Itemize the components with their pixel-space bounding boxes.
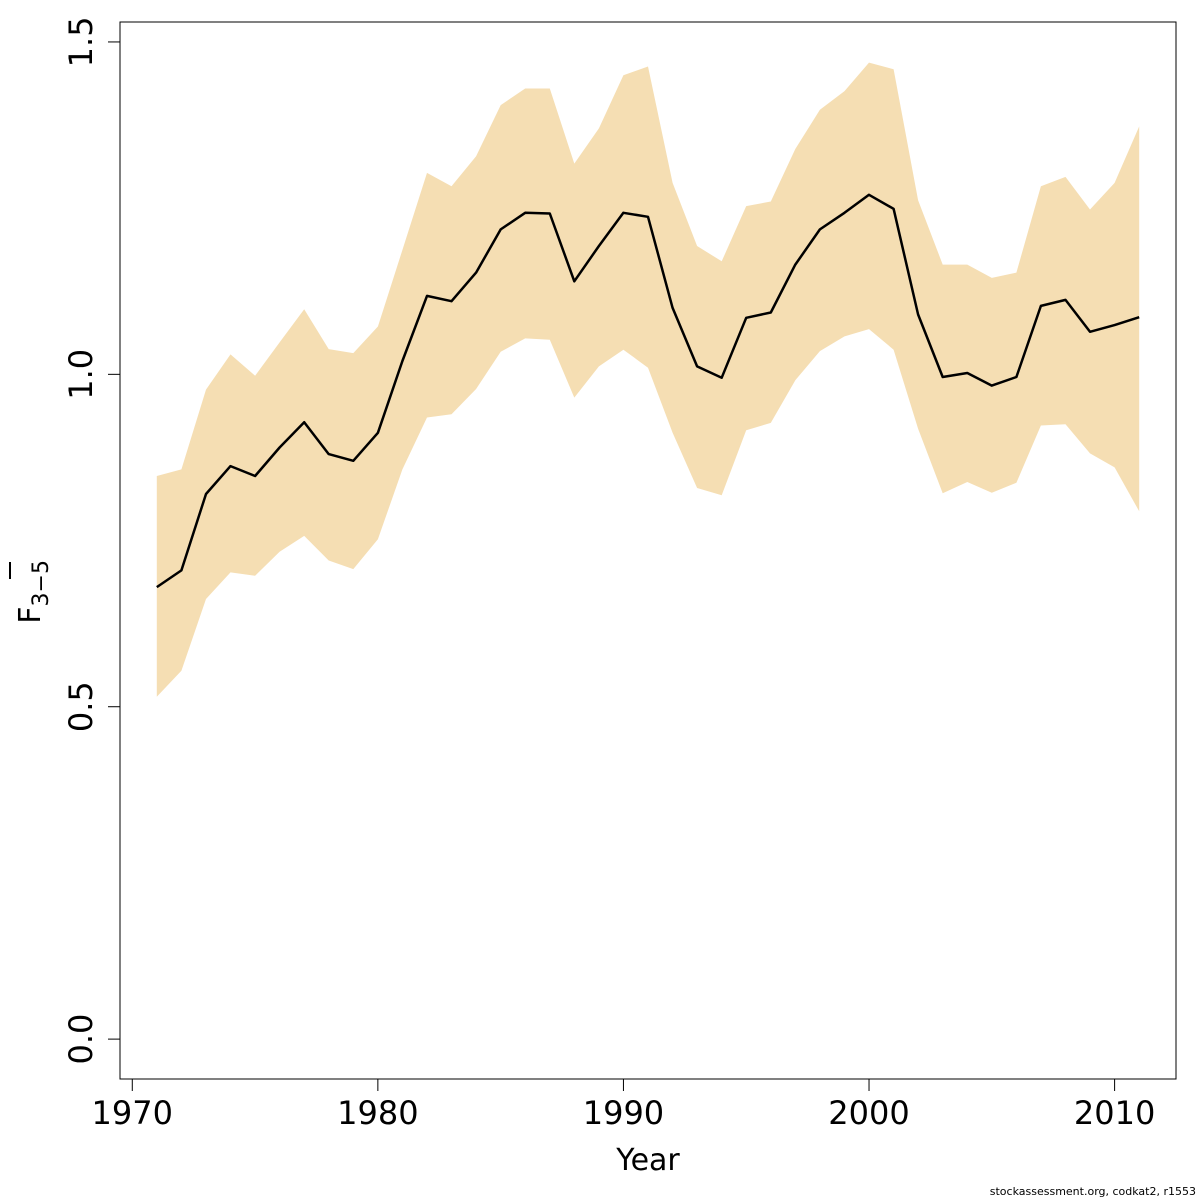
y-axis-title-subscript: 3−5 [29,560,54,606]
y-tick-label: 0.0 [62,1014,100,1065]
source-credit: stockassessment.org, codkat2, r1553 [989,1185,1196,1198]
x-tick-label: 1970 [92,1094,173,1132]
x-tick-label: 1990 [583,1094,664,1132]
x-tick-label: 2010 [1074,1094,1155,1132]
x-axis-title: Year [615,1143,680,1178]
svg-text:F3−5: F3−5 [13,560,54,624]
y-tick-label: 1.0 [62,349,100,400]
confidence-band [156,62,1140,697]
y-axis: 0.0 0.5 1.0 1.5 [62,16,121,1065]
y-axis-title: F3−5 [9,560,54,624]
y-tick-label: 1.5 [62,16,100,67]
confidence-band-area [156,62,1140,697]
y-tick-label: 0.5 [62,681,100,732]
x-axis: 1970 1980 1990 2000 2010 [92,1078,1155,1132]
estimate-line-path [156,193,1140,589]
x-tick-label: 1980 [337,1094,418,1132]
y-axis-title-main: F [13,606,48,623]
x-tick-label: 2000 [828,1094,909,1132]
estimate-line [156,193,1140,589]
